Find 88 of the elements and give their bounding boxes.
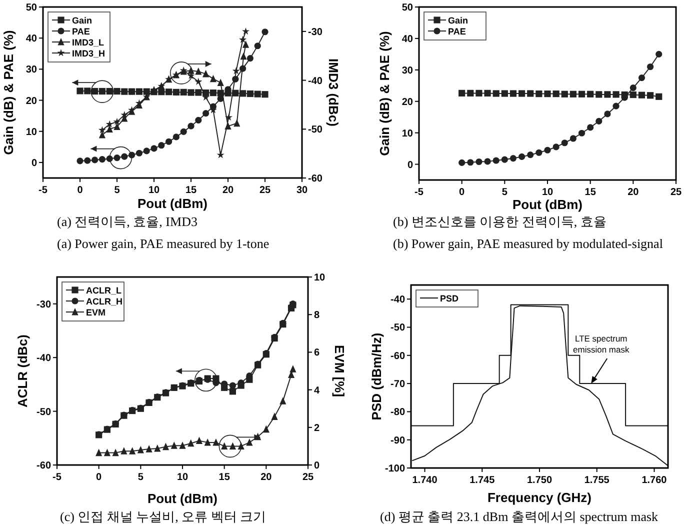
- y-tick-label: -60: [36, 460, 52, 472]
- y2-tick-label: 8: [314, 310, 320, 322]
- text: (d) 평균 출력 23.1 dBm 출력에서의 spectrum mask: [380, 509, 659, 524]
- text: (a) Power gain, PAE measured by 1-tone: [57, 236, 270, 251]
- y2-tick-label: -30: [308, 26, 323, 38]
- x-tick-label: 10: [148, 185, 160, 196]
- x-tick-label: 0: [77, 185, 84, 196]
- x-axis-title: Pout (dBm): [137, 196, 208, 211]
- legend-label: IMD3_H: [72, 48, 106, 58]
- y-tick-label: 10: [402, 128, 414, 140]
- x-tick-label: 1.745: [470, 475, 496, 486]
- x-tick-label: -5: [414, 187, 424, 198]
- text: (c) 인접 채널 누설비, 오류 벡터 크기: [60, 509, 266, 524]
- y-axis-title: PSD (dBm/Hz): [369, 332, 384, 420]
- x-tick-label: 20: [628, 187, 640, 198]
- legend-label: ACLR_H: [86, 296, 123, 306]
- y-tick-label: 20: [26, 96, 38, 107]
- annotation: LTE spectrum emission mask: [573, 334, 630, 355]
- x-tick-label: -5: [38, 185, 48, 196]
- x-axis-title: Pout (dBm): [512, 197, 583, 212]
- x-tick-label: 0: [459, 187, 466, 198]
- y-tick-label: -90: [390, 435, 406, 446]
- x-tick-label: 1.750: [526, 475, 552, 486]
- y2-tick-label: 10: [314, 272, 326, 284]
- x-axis-title: Pout (dBm): [147, 491, 218, 506]
- x-tick-label: 25: [259, 185, 271, 196]
- x-tick-label: 5: [138, 472, 144, 483]
- y2-tick-label: 4: [314, 385, 320, 396]
- y-tick-label: -40: [390, 294, 406, 306]
- y-tick-label: -50: [36, 406, 52, 418]
- x-tick-label: 5: [114, 185, 120, 196]
- text: (b) Power gain, PAE measured by modulated-signal: [393, 236, 664, 251]
- legend-label: PSD: [440, 293, 460, 304]
- y-axis-title: Gain (dB) & PAE (%): [1, 30, 16, 155]
- x-tick-label: 25: [670, 187, 682, 198]
- legend-label: IMD3_L: [72, 37, 105, 48]
- x-tick-label: 20: [222, 185, 234, 196]
- y-tick-label: -100: [384, 464, 406, 474]
- y2-tick-label: -50: [308, 124, 323, 136]
- x-axis-title: Frequency (GHz): [487, 490, 592, 505]
- y-axis-title: Gain (dB) & PAE (%): [377, 31, 392, 156]
- text: (b) 변조신호를 이용한 전력이득, 효율: [393, 214, 606, 229]
- x-tick-label: 10: [176, 472, 188, 483]
- y-tick-label: 50: [26, 2, 38, 14]
- x-tick-label: 5: [502, 187, 508, 198]
- x-tick-label: 15: [584, 187, 596, 198]
- x-tick-label: 25: [302, 472, 314, 483]
- y-tick-label: -30: [36, 299, 52, 310]
- x-tick-label: 30: [296, 185, 308, 196]
- y-tick-label: 40: [402, 34, 414, 45]
- y2-axis-title: EVM [%]: [332, 345, 347, 397]
- y-tick-label: 10: [26, 126, 38, 138]
- text: (a) 전력이득, 효율, IMD3: [57, 214, 198, 229]
- x-tick-label: -5: [52, 472, 62, 483]
- y-tick-label: -40: [36, 353, 52, 364]
- x-tick-label: 15: [185, 185, 197, 196]
- legend-label: PAE: [72, 26, 90, 36]
- legend-label: EVM: [86, 307, 106, 318]
- y2-tick-label: 2: [314, 422, 320, 434]
- legend-label: PAE: [448, 26, 466, 36]
- y-tick-label: 30: [402, 65, 414, 76]
- y2-tick-label: -60: [308, 174, 323, 184]
- y-tick-label: -50: [390, 322, 406, 334]
- legend: PSD: [416, 290, 478, 308]
- y-tick-label: 40: [26, 34, 38, 45]
- legend-label: ACLR_L: [86, 285, 122, 296]
- y-tick-label: 20: [402, 96, 414, 108]
- y-tick-label: -70: [390, 379, 406, 390]
- y2-tick-label: 6: [314, 348, 320, 359]
- y2-axis-title: IMD3 (dBc): [326, 58, 341, 126]
- y-axis-title: ACLR (dBc): [15, 334, 30, 408]
- x-tick-label: 0: [96, 472, 102, 483]
- x-tick-label: 1.760: [642, 475, 668, 486]
- x-tick-label: 1.755: [584, 475, 610, 486]
- x-tick-label: 20: [260, 472, 272, 483]
- y-tick-label: -80: [390, 407, 406, 418]
- x-tick-label: 10: [542, 187, 554, 198]
- y-tick-label: -60: [390, 350, 406, 362]
- x-tick-label: 1.740: [412, 475, 438, 486]
- y-tick-label: 30: [26, 64, 38, 76]
- y-tick-label: 50: [402, 2, 414, 14]
- legend-label: Gain: [72, 15, 92, 26]
- y-tick-label: 0: [31, 158, 38, 169]
- legend-label: Gain: [448, 15, 468, 26]
- x-tick-label: 15: [218, 472, 230, 483]
- y-tick-label: 0: [407, 160, 414, 171]
- y2-tick-label: -40: [308, 76, 323, 87]
- y2-tick-label: 0: [314, 460, 320, 472]
